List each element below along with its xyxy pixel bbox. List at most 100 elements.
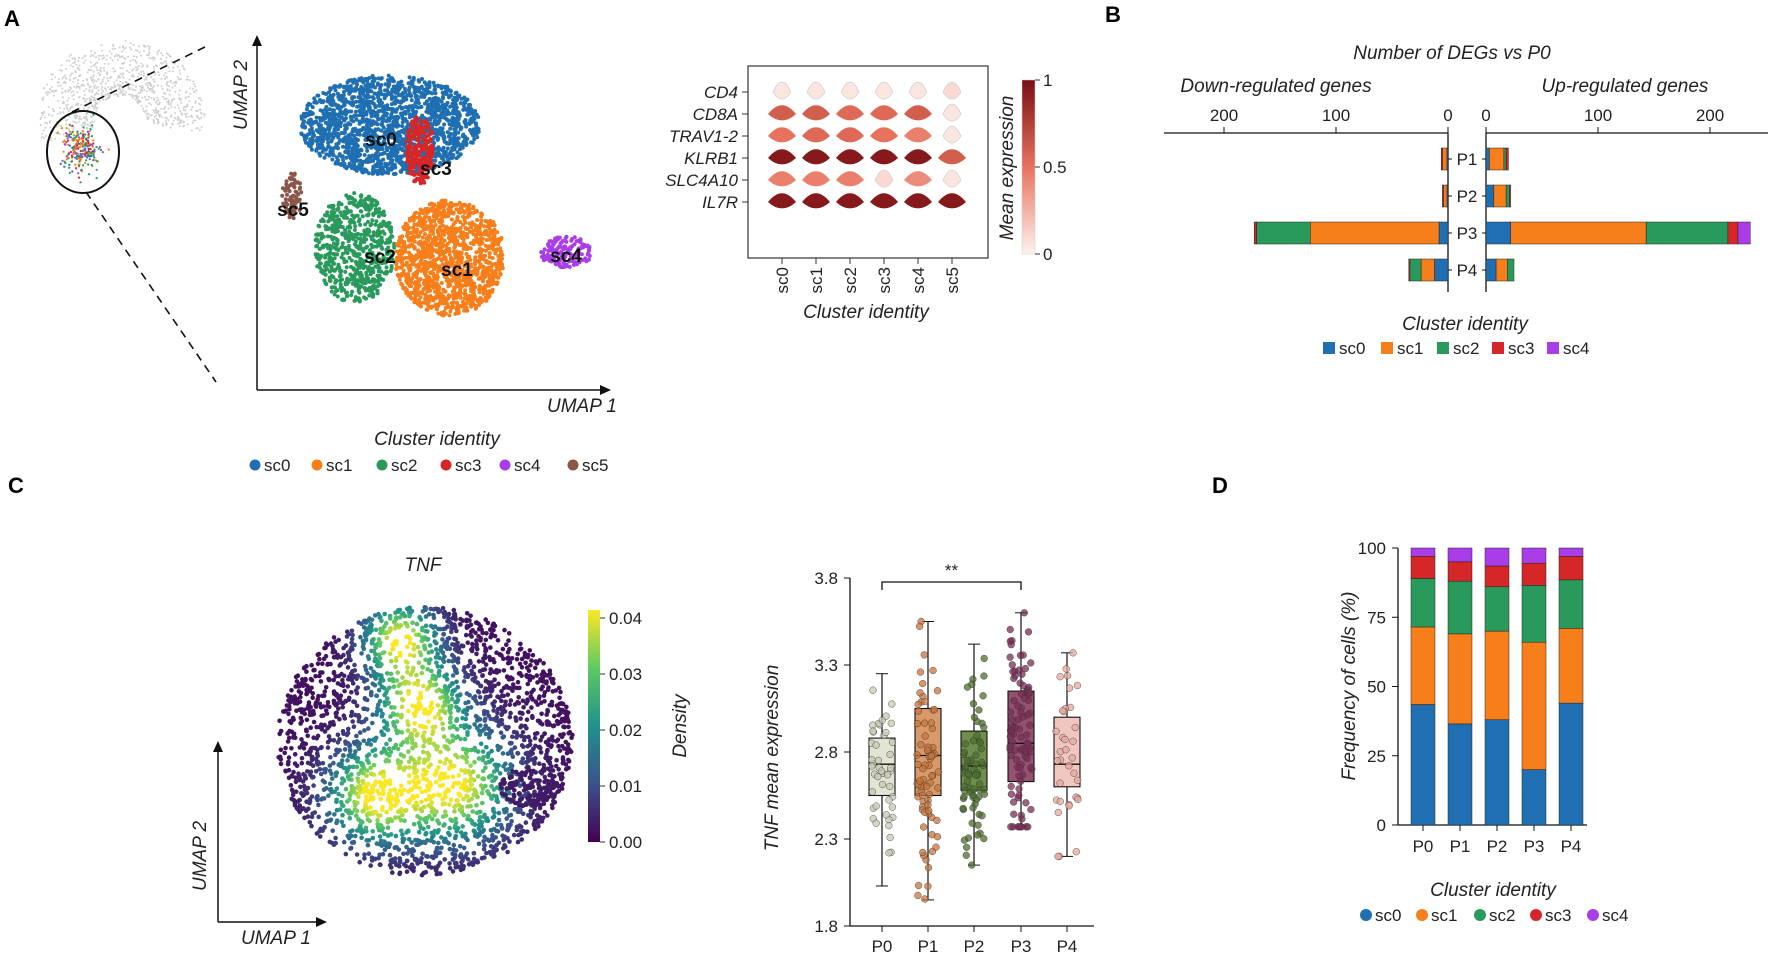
umap-cell-sc0 bbox=[397, 143, 402, 148]
umap-cell-sc0 bbox=[340, 138, 345, 143]
umap-cell-sc0 bbox=[308, 144, 313, 149]
umap-cell-sc1 bbox=[487, 251, 492, 256]
inset-cell bbox=[91, 89, 94, 92]
inset-cell bbox=[81, 83, 84, 86]
inset-cell bbox=[179, 89, 181, 92]
umap-cell-sc1 bbox=[427, 298, 432, 303]
inset-cell bbox=[44, 121, 47, 124]
inset-cell bbox=[46, 122, 49, 125]
inset-cell bbox=[129, 42, 132, 45]
umap-cell-sc1 bbox=[406, 226, 411, 231]
umap-cell-sc0 bbox=[443, 107, 448, 112]
inset-cell bbox=[73, 147, 77, 150]
umap-cell-sc2 bbox=[344, 265, 349, 270]
inset-cell bbox=[164, 116, 167, 119]
umap-cell-sc0 bbox=[392, 100, 397, 105]
inset-cell bbox=[68, 163, 71, 166]
inset-cell bbox=[121, 81, 124, 84]
umap-cell-sc0 bbox=[419, 94, 423, 99]
inset-cell bbox=[48, 121, 51, 124]
umap-cell-sc1 bbox=[481, 268, 486, 273]
inset-cell bbox=[65, 155, 68, 158]
inset-cell bbox=[200, 116, 203, 119]
umap-cell-sc1 bbox=[433, 276, 437, 281]
umap-cell-sc0 bbox=[463, 135, 468, 139]
inset-cell bbox=[147, 98, 149, 101]
inset-cell bbox=[184, 112, 187, 115]
umap-cell-sc2 bbox=[354, 280, 359, 285]
inset-cell bbox=[93, 79, 96, 82]
inset-cell bbox=[66, 108, 69, 111]
inset-cell bbox=[56, 112, 59, 115]
umap-cell-sc2 bbox=[337, 224, 342, 229]
inset-cell bbox=[90, 69, 93, 72]
inset-cell bbox=[45, 135, 47, 138]
inset-cell bbox=[129, 83, 132, 86]
umap-cell-sc0 bbox=[376, 109, 381, 114]
umap-cell-sc1 bbox=[492, 227, 497, 232]
inset-cell bbox=[136, 49, 139, 52]
inset-cell bbox=[149, 114, 152, 117]
inset-cell bbox=[140, 86, 143, 89]
inset-cell bbox=[82, 144, 85, 147]
inset-cell bbox=[198, 129, 201, 131]
umap-cell-sc2 bbox=[357, 299, 362, 304]
inset-cell bbox=[87, 150, 90, 153]
umap-cell-sc2 bbox=[381, 209, 386, 214]
umap-cell-sc1 bbox=[429, 208, 434, 213]
inset-cell bbox=[74, 112, 77, 115]
inset-cell bbox=[97, 89, 100, 92]
umap-cell-sc1 bbox=[430, 247, 435, 251]
umap-cell-sc1 bbox=[457, 207, 462, 212]
inset-cell bbox=[42, 129, 45, 132]
inset-cell bbox=[122, 89, 125, 92]
inset-cell bbox=[102, 89, 105, 92]
umap-cell-sc0 bbox=[350, 137, 354, 142]
inset-cell bbox=[42, 112, 45, 115]
umap-cell-sc0 bbox=[414, 98, 419, 103]
umap-cell-sc0 bbox=[371, 101, 376, 106]
umap-cell-sc1 bbox=[498, 271, 503, 276]
inset-cell bbox=[105, 54, 108, 57]
inset-cell bbox=[94, 84, 97, 87]
inset-cell bbox=[157, 99, 160, 101]
umap-cell-sc1 bbox=[409, 290, 414, 295]
umap-cell-sc0 bbox=[363, 101, 367, 106]
umap-cell-sc0 bbox=[338, 124, 343, 129]
inset-cell bbox=[169, 126, 172, 129]
umap-cell-sc0 bbox=[420, 77, 424, 81]
umap-cell-sc0 bbox=[448, 156, 453, 161]
inset-cell bbox=[154, 73, 157, 76]
umap-cell-sc0 bbox=[411, 77, 416, 82]
umap-cell-sc0 bbox=[464, 124, 469, 129]
inset-cell bbox=[178, 93, 180, 96]
umap-cell-sc0 bbox=[299, 132, 304, 136]
inset-cell bbox=[126, 69, 129, 72]
umap-cell-sc2 bbox=[365, 244, 369, 249]
inset-cell bbox=[52, 109, 55, 112]
umap-cell-sc2 bbox=[369, 242, 374, 247]
inset-cell bbox=[58, 106, 61, 109]
umap-cell-sc0 bbox=[350, 103, 355, 108]
inset-cell bbox=[192, 87, 194, 90]
umap-cell-sc1 bbox=[404, 262, 408, 267]
umap-cell-sc0 bbox=[341, 144, 345, 149]
inset-cell bbox=[131, 88, 134, 91]
umap-cell-sc0 bbox=[365, 148, 370, 153]
umap-cell-sc1 bbox=[436, 256, 441, 261]
inset-cell bbox=[191, 116, 194, 119]
umap-cell-sc2 bbox=[363, 222, 368, 227]
inset-cell bbox=[52, 90, 55, 93]
inset-cell bbox=[178, 122, 181, 124]
inset-cell bbox=[186, 123, 189, 126]
umap-cell-sc2 bbox=[348, 272, 353, 277]
zoom-line-bottom bbox=[85, 191, 217, 383]
inset-cell bbox=[62, 133, 65, 136]
inset-cell bbox=[139, 89, 142, 92]
umap-cell-sc0 bbox=[437, 108, 442, 113]
umap-cell-sc1 bbox=[437, 301, 442, 306]
umap-cell-sc0 bbox=[438, 154, 443, 158]
inset-cell bbox=[95, 145, 98, 149]
inset-cell bbox=[132, 95, 135, 97]
umap-cell-sc1 bbox=[401, 286, 406, 290]
